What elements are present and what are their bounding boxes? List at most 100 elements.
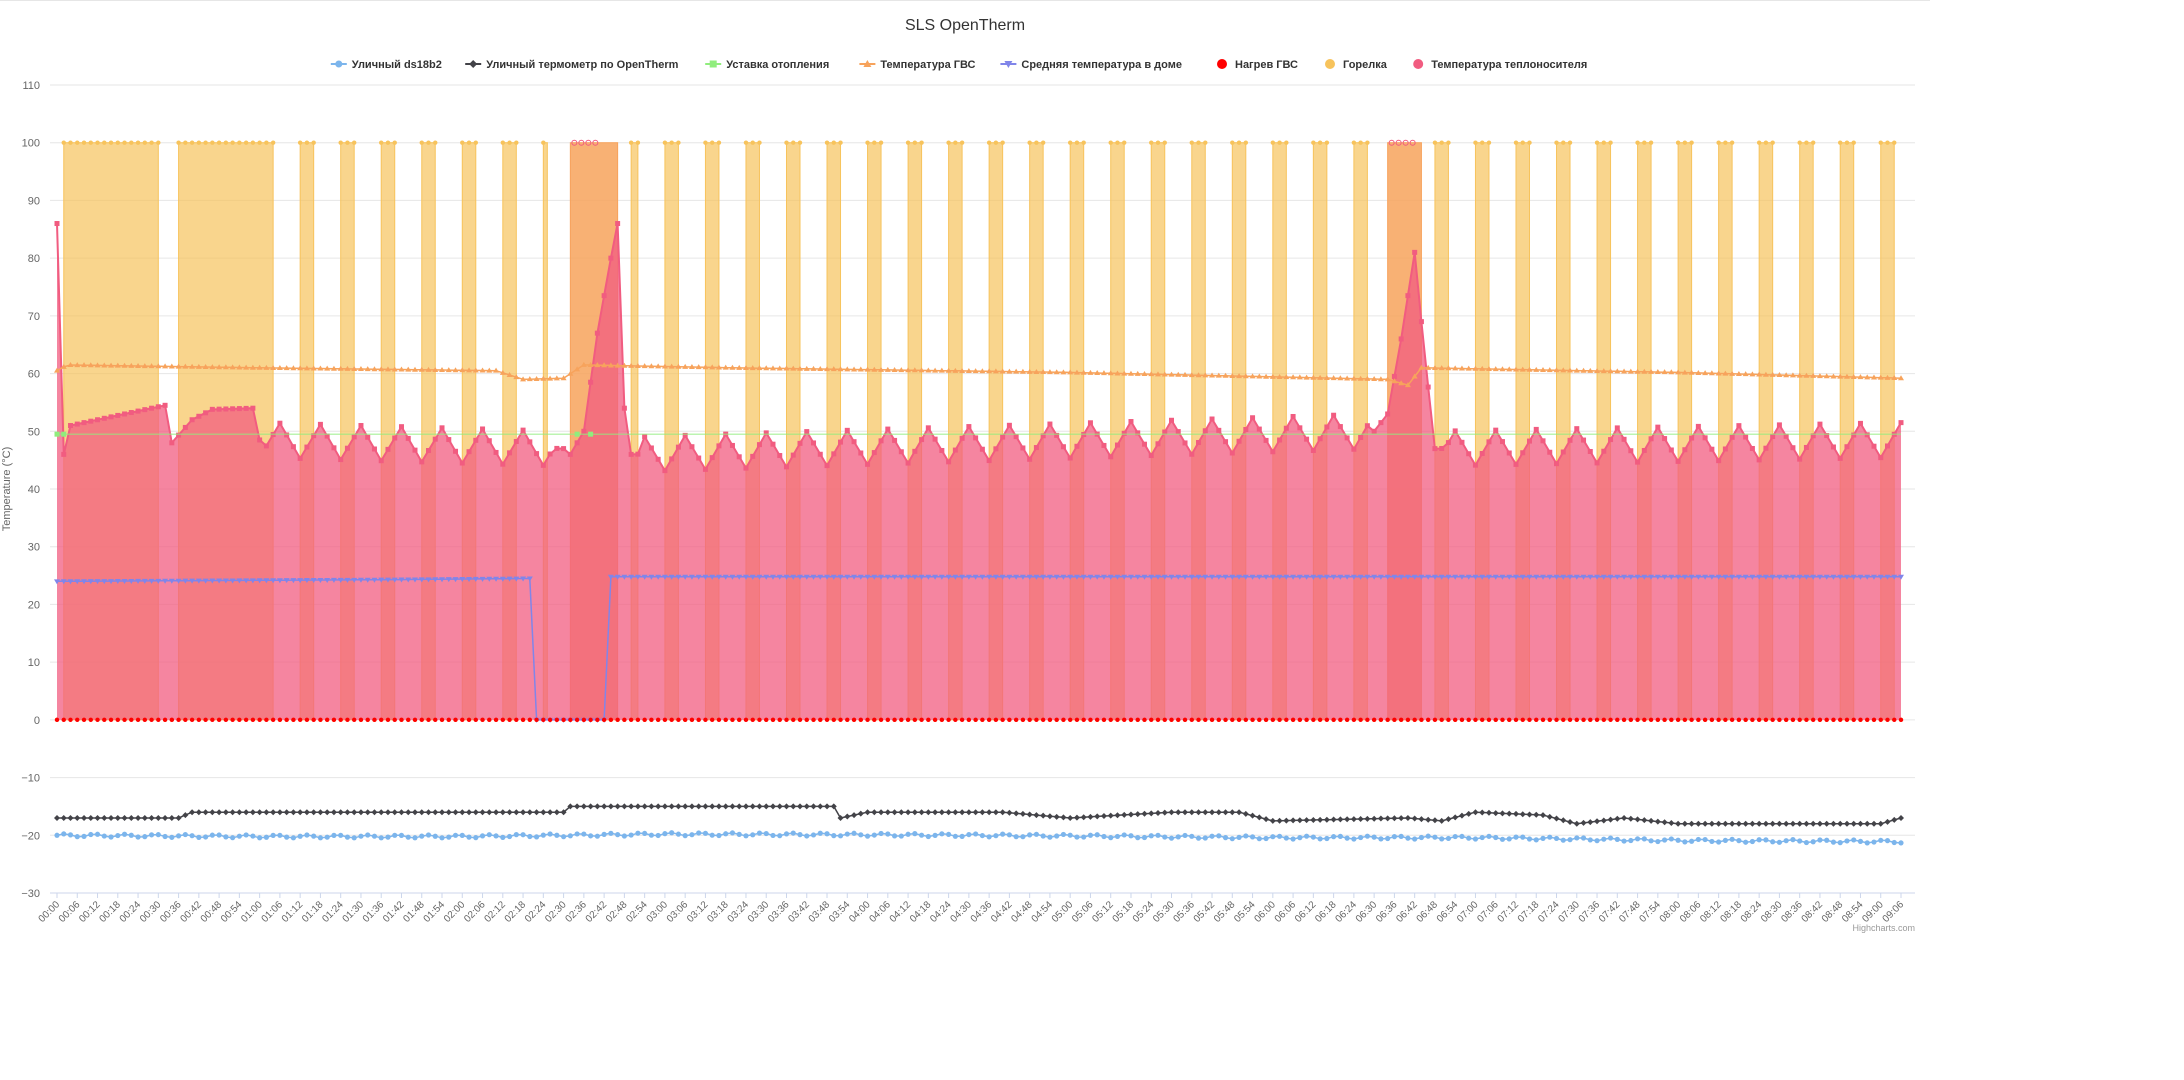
dhw-heating-point[interactable] xyxy=(1594,717,1600,723)
house-temperature-point[interactable] xyxy=(857,574,864,580)
house-temperature-point[interactable] xyxy=(992,574,999,580)
outdoor-opentherm-point[interactable] xyxy=(945,809,952,816)
coolant-point[interactable] xyxy=(1635,459,1641,465)
outdoor-opentherm-point[interactable] xyxy=(1492,810,1499,817)
dhw-temperature-point[interactable] xyxy=(101,362,108,368)
dhw-temperature-point[interactable] xyxy=(1661,369,1668,375)
dhw-temperature-point[interactable] xyxy=(1310,374,1317,380)
coolant-point[interactable] xyxy=(243,405,249,411)
house-temperature-point[interactable] xyxy=(1175,574,1182,580)
burner-point[interactable] xyxy=(122,140,127,145)
dhw-heating-point[interactable] xyxy=(1534,717,1539,723)
dhw-temperature-point[interactable] xyxy=(466,367,473,373)
house-temperature-point[interactable] xyxy=(1026,574,1033,580)
dhw-heating-point[interactable] xyxy=(277,717,283,723)
dhw-temperature-point[interactable] xyxy=(439,367,446,373)
outdoor-ds18b2-point[interactable] xyxy=(1074,834,1080,840)
outdoor-ds18b2-point[interactable] xyxy=(1871,839,1877,845)
outdoor-ds18b2-point[interactable] xyxy=(284,834,290,840)
outdoor-opentherm-point[interactable] xyxy=(1344,816,1351,823)
outdoor-ds18b2-point[interactable] xyxy=(986,834,992,840)
outdoor-opentherm-point[interactable] xyxy=(999,809,1006,816)
house-temperature-point[interactable] xyxy=(1209,574,1216,580)
house-temperature-point[interactable] xyxy=(1425,574,1432,580)
outdoor-opentherm-point[interactable] xyxy=(506,809,513,816)
house-temperature-point[interactable] xyxy=(1438,574,1445,580)
dhw-heating-point[interactable] xyxy=(1270,717,1276,723)
dhw-heating-point[interactable] xyxy=(1675,717,1681,723)
dhw-heating-point[interactable] xyxy=(216,717,222,723)
dhw-heating-point[interactable] xyxy=(1304,717,1309,723)
outdoor-opentherm-point[interactable] xyxy=(1404,814,1411,821)
outdoor-opentherm-point[interactable] xyxy=(601,803,608,810)
coolant-point[interactable] xyxy=(1763,445,1769,451)
outdoor-ds18b2-point[interactable] xyxy=(1459,833,1465,840)
dhw-temperature-point[interactable] xyxy=(1519,366,1526,372)
coolant-line[interactable] xyxy=(56,223,1902,473)
dhw-heating-point[interactable] xyxy=(392,717,397,723)
outdoor-opentherm-point[interactable] xyxy=(1283,817,1290,824)
outdoor-ds18b2-point[interactable] xyxy=(392,832,398,838)
dhw-temperature-point[interactable] xyxy=(1033,368,1040,374)
outdoor-opentherm-point[interactable] xyxy=(1303,817,1310,824)
outdoor-opentherm-point[interactable] xyxy=(1573,820,1580,827)
dhw-heating-point[interactable] xyxy=(1858,717,1863,723)
coolant-point[interactable] xyxy=(979,446,985,452)
outdoor-ds18b2-point[interactable] xyxy=(736,831,742,837)
outdoor-ds18b2-point[interactable] xyxy=(1020,834,1026,840)
dhw-heating-point[interactable] xyxy=(1459,717,1465,723)
outdoor-ds18b2-point[interactable] xyxy=(1607,835,1614,841)
dhw-heating-point[interactable] xyxy=(399,717,404,723)
burner-area[interactable] xyxy=(630,142,639,721)
outdoor-opentherm-point[interactable] xyxy=(1154,809,1161,816)
dhw-temperature-point[interactable] xyxy=(702,364,709,370)
dhw-heating-point[interactable] xyxy=(1655,717,1661,723)
outdoor-ds18b2-point[interactable] xyxy=(209,832,215,838)
dhw-temperature-point[interactable] xyxy=(1837,373,1844,379)
coolant-point[interactable] xyxy=(925,425,931,431)
coolant-point[interactable] xyxy=(1682,447,1688,453)
dhw-temperature-point[interactable] xyxy=(330,365,337,371)
outdoor-ds18b2-point[interactable] xyxy=(1621,838,1627,844)
outdoor-opentherm-point[interactable] xyxy=(607,803,614,810)
dhw-heating-point[interactable] xyxy=(1135,717,1140,723)
house-temperature-point[interactable] xyxy=(1823,574,1830,580)
outdoor-ds18b2-point[interactable] xyxy=(1655,838,1661,845)
coolant-point[interactable] xyxy=(1878,455,1884,461)
burner-point[interactable] xyxy=(1270,140,1276,145)
dhw-temperature-point[interactable] xyxy=(1019,368,1026,374)
dhw-temperature-point[interactable] xyxy=(634,362,641,368)
house-temperature-point[interactable] xyxy=(472,576,479,582)
outdoor-ds18b2-point[interactable] xyxy=(378,835,384,841)
outdoor-ds18b2-point[interactable] xyxy=(1479,834,1485,841)
house-temperature-point[interactable] xyxy=(432,577,439,583)
house-temperature-point[interactable] xyxy=(1533,574,1540,580)
dhw-temperature-point[interactable] xyxy=(1499,366,1506,372)
outdoor-ds18b2-point[interactable] xyxy=(412,835,418,841)
outdoor-ds18b2-point[interactable] xyxy=(716,832,722,839)
dhw-temperature-point[interactable] xyxy=(1749,371,1756,377)
house-temperature-point[interactable] xyxy=(1290,574,1297,580)
house-temperature-point[interactable] xyxy=(330,577,337,583)
dhw-temperature-point[interactable] xyxy=(162,363,169,369)
dhw-heating-point[interactable] xyxy=(480,717,485,723)
house-temperature-point[interactable] xyxy=(364,577,371,583)
dhw-heating-point[interactable] xyxy=(1263,717,1269,723)
dhw-temperature-point[interactable] xyxy=(607,362,614,368)
coolant-point[interactable] xyxy=(824,463,830,469)
outdoor-ds18b2-point[interactable] xyxy=(452,832,459,838)
outdoor-opentherm-point[interactable] xyxy=(1702,820,1709,827)
dhw-temperature-point[interactable] xyxy=(1053,369,1060,375)
outdoor-opentherm-point[interactable] xyxy=(851,812,858,819)
outdoor-opentherm-point[interactable] xyxy=(344,809,351,816)
dhw-heating-point[interactable] xyxy=(561,717,566,723)
outdoor-opentherm-point[interactable] xyxy=(763,803,770,810)
burner-point[interactable] xyxy=(1689,140,1694,145)
coolant-point[interactable] xyxy=(189,417,195,423)
outdoor-ds18b2-point[interactable] xyxy=(155,832,161,838)
dhw-temperature-point[interactable] xyxy=(1161,371,1168,377)
dhw-temperature-point[interactable] xyxy=(1404,382,1411,388)
burner-point[interactable] xyxy=(831,140,836,145)
coolant-point[interactable] xyxy=(817,451,823,457)
dhw-temperature-point[interactable] xyxy=(1492,366,1499,372)
